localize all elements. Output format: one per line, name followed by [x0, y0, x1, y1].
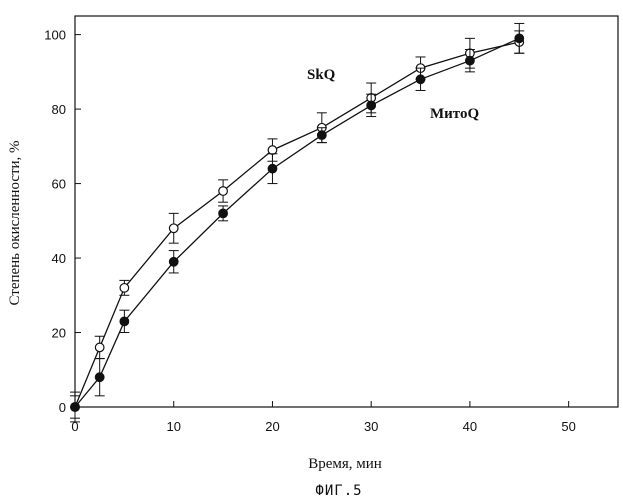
- data-point: [95, 373, 104, 382]
- series-line: [75, 42, 519, 407]
- data-point: [466, 56, 475, 65]
- data-point: [71, 403, 80, 412]
- series-skq: [70, 31, 524, 422]
- data-point: [120, 317, 129, 326]
- x-tick-label: 20: [265, 419, 279, 434]
- data-point: [120, 284, 129, 293]
- data-point: [95, 343, 104, 352]
- y-tick-label: 0: [59, 400, 66, 415]
- series-label-mitoq: МитоQ: [430, 106, 479, 122]
- data-point: [515, 34, 524, 43]
- x-tick-label: 30: [364, 419, 378, 434]
- y-tick-label: 40: [52, 251, 66, 266]
- y-tick-label: 60: [52, 177, 66, 192]
- ticks: 01020304050020406080100: [44, 28, 576, 434]
- x-tick-label: 40: [463, 419, 477, 434]
- series-mitoq: [70, 23, 524, 418]
- data-point: [268, 164, 277, 173]
- series-label-skq: SkQ: [307, 67, 336, 83]
- data-point: [169, 257, 178, 266]
- axes: [75, 16, 618, 407]
- series-line: [75, 38, 519, 407]
- data-point: [219, 209, 228, 218]
- y-tick-label: 80: [52, 102, 66, 117]
- x-tick-label: 50: [561, 419, 575, 434]
- series-layer: [70, 23, 524, 421]
- data-point: [268, 146, 277, 155]
- data-point: [219, 187, 228, 196]
- plot-frame: [75, 16, 618, 407]
- oxidation-chart: 01020304050020406080100 SkQ МитоQ Время,…: [0, 0, 623, 500]
- data-point: [367, 101, 376, 110]
- data-point: [416, 75, 425, 84]
- x-axis-title: Время, мин: [308, 456, 382, 472]
- x-tick-label: 10: [166, 419, 180, 434]
- data-point: [318, 131, 327, 140]
- y-tick-label: 20: [52, 326, 66, 341]
- y-axis-title: Степень окисленности, %: [7, 140, 23, 305]
- y-tick-label: 100: [44, 28, 66, 43]
- data-point: [169, 224, 178, 233]
- figure-caption: ФИГ.5: [315, 483, 362, 499]
